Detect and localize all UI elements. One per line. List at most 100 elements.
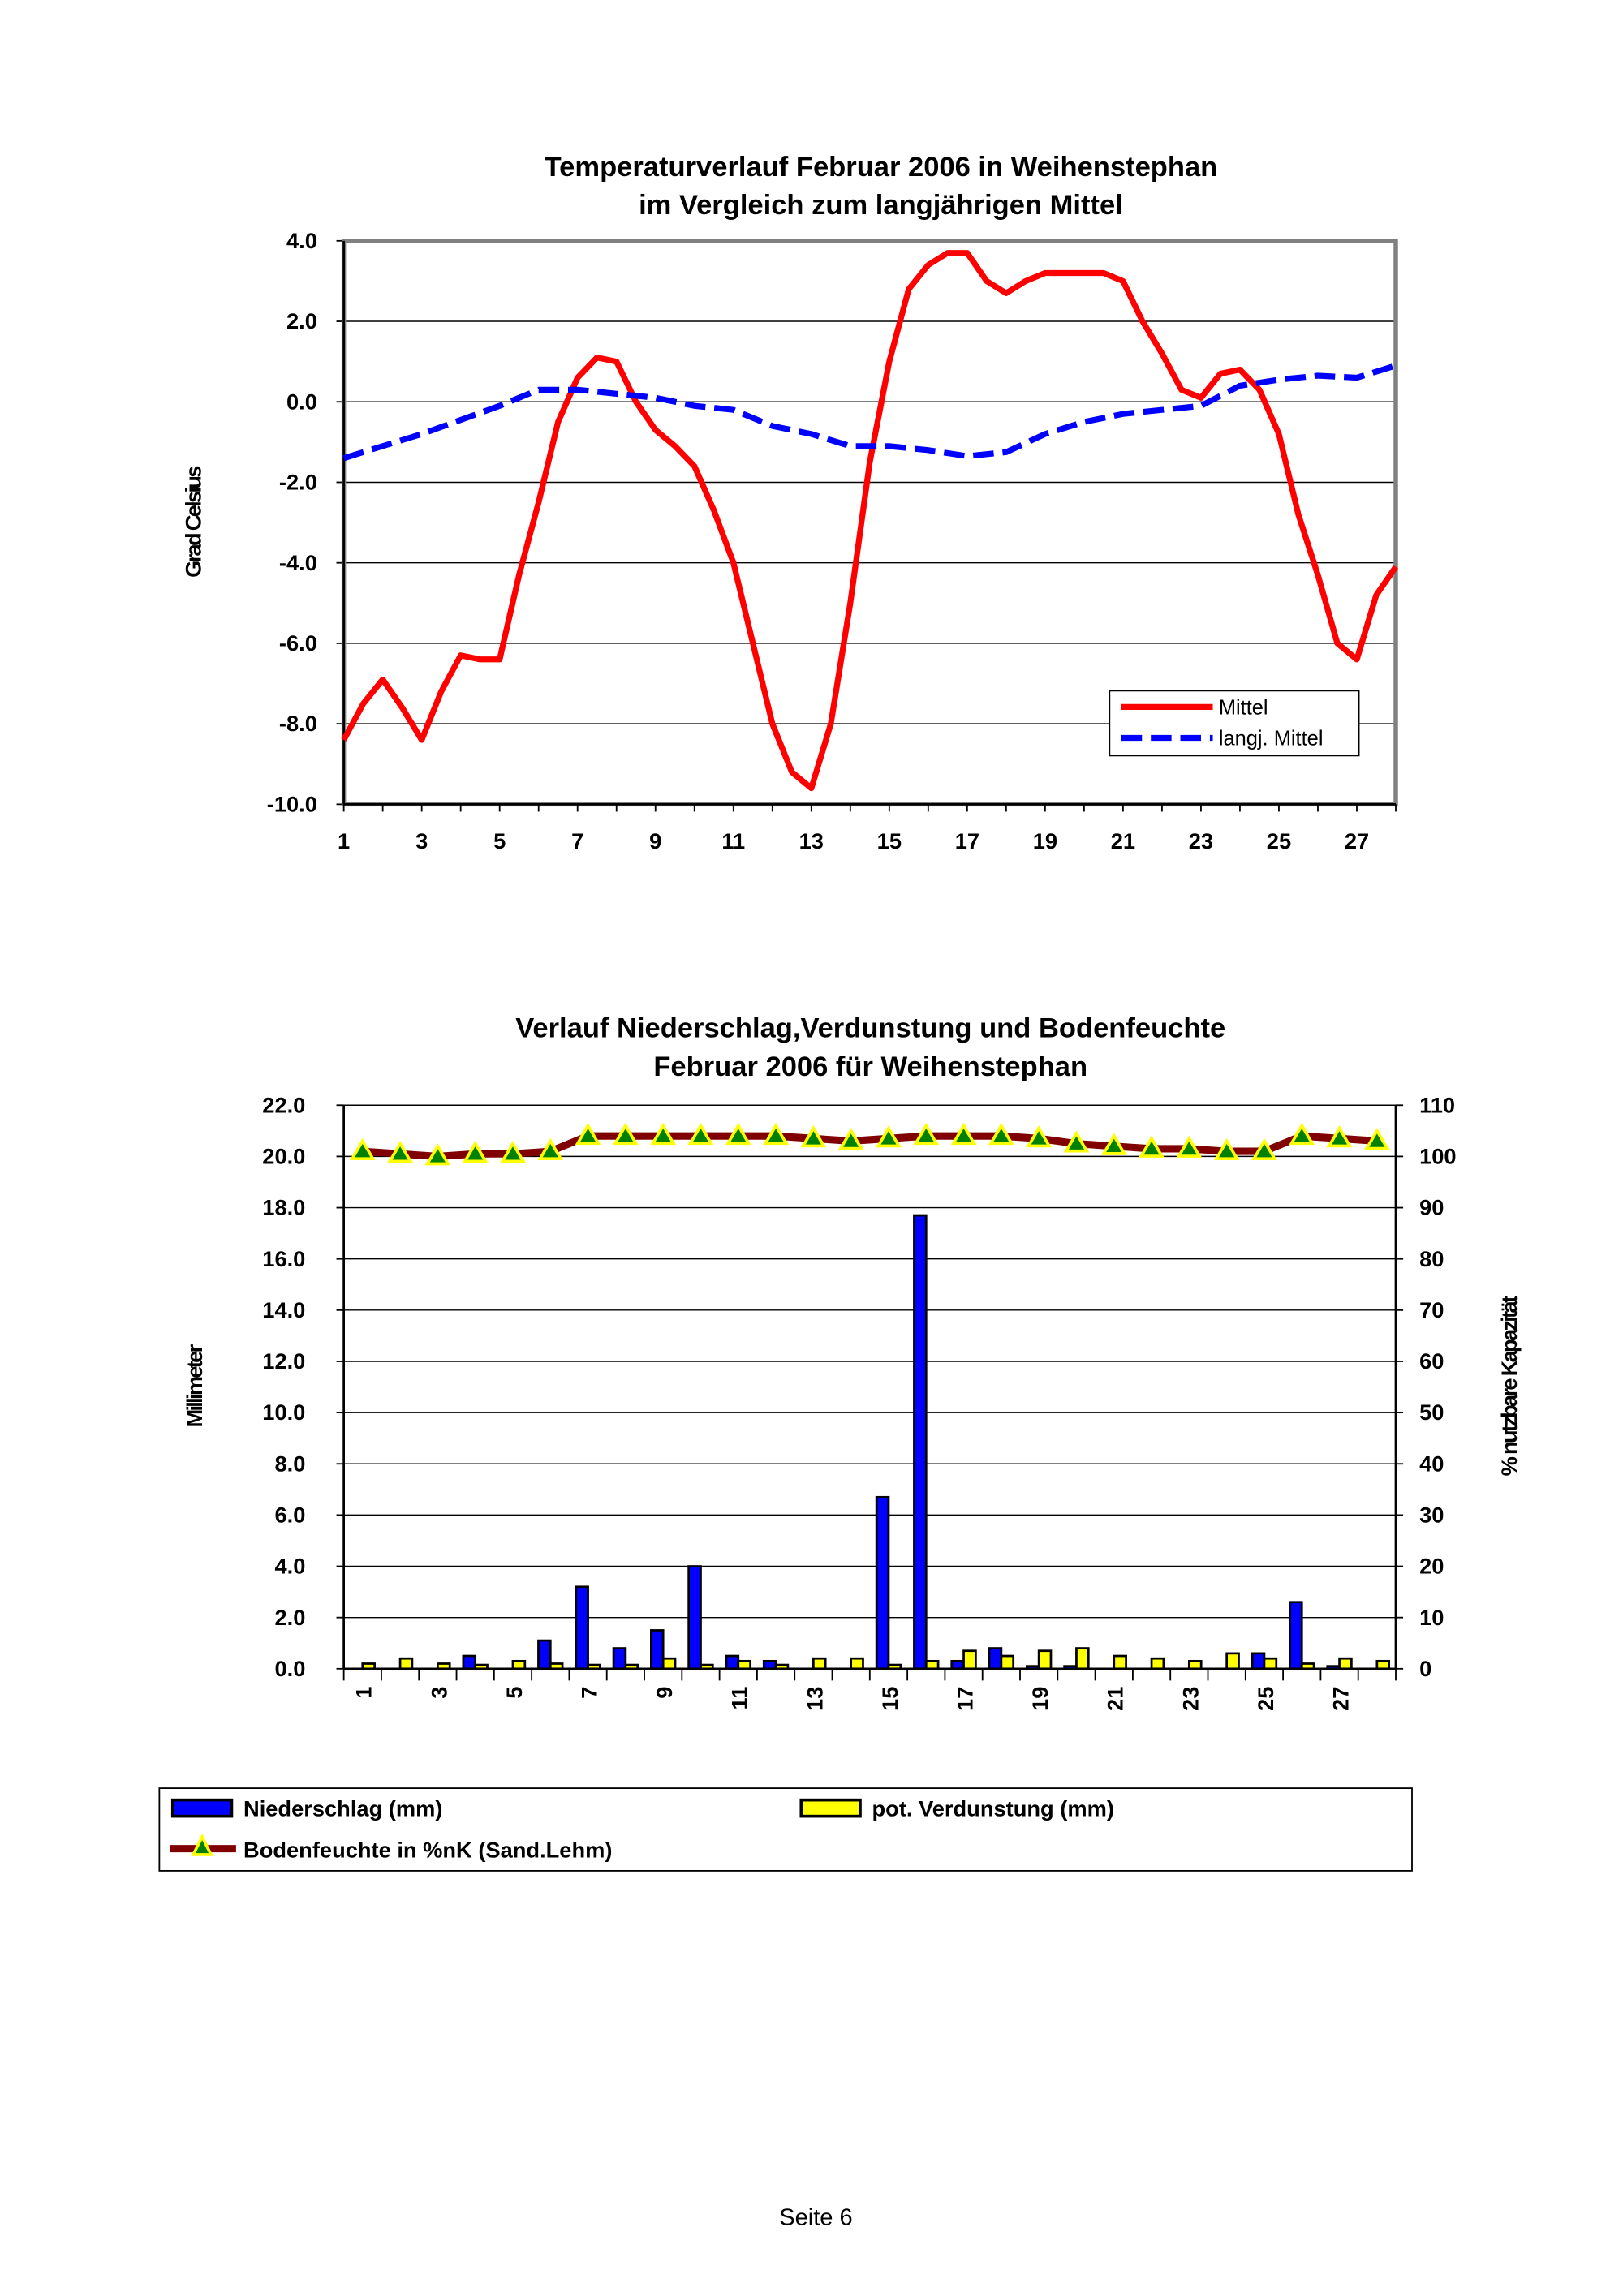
y2-tick-label: 0: [1419, 1656, 1431, 1681]
x-tick-label: 27: [1328, 1687, 1353, 1711]
bar-niederschlag: [612, 1647, 627, 1670]
y-tick-label: 8.0: [274, 1451, 305, 1476]
bar-verdunstung: [1150, 1657, 1165, 1670]
x-tick-label: 15: [877, 1687, 902, 1711]
x-tick-label: 3: [415, 828, 428, 853]
y-tick-label: -4.0: [279, 550, 317, 575]
x-tick-label: 23: [1177, 1687, 1203, 1711]
x-tick-label: 19: [1027, 1687, 1053, 1711]
x-tick-label: 17: [952, 1687, 977, 1711]
x-tick-label: 9: [649, 828, 661, 853]
x-tick-label: 25: [1267, 828, 1291, 853]
bar-verdunstung: [850, 1657, 864, 1670]
x-tick-label: 19: [1033, 828, 1057, 853]
bar-verdunstung: [1075, 1647, 1090, 1670]
y2-tick-label: 10: [1419, 1605, 1444, 1630]
legend-label: pot. Verdunstung (mm): [872, 1796, 1114, 1821]
series-line-bodenfeuchte: [362, 1132, 1378, 1160]
marker-bodenfeuchte: [763, 1122, 789, 1146]
marker-bodenfeuchte: [1289, 1122, 1315, 1146]
marker-bodenfeuchte: [1026, 1124, 1053, 1148]
bar-niederschlag: [575, 1585, 589, 1670]
legend-marker-bodenfeuchte: [191, 1834, 213, 1856]
x-tick-label: 1: [351, 1687, 377, 1699]
legend-box: [158, 1787, 1413, 1872]
bar-verdunstung: [1000, 1654, 1015, 1670]
marker-bodenfeuchte: [575, 1122, 601, 1146]
x-tick-label: 21: [1103, 1687, 1128, 1711]
x-tick-label: 11: [721, 828, 745, 853]
legend-swatch-verdunstung: [799, 1798, 862, 1818]
y-tick-label: 20.0: [262, 1144, 305, 1169]
bar-niederschlag: [988, 1647, 1003, 1670]
bar-verdunstung: [1113, 1654, 1127, 1670]
marker-bodenfeuchte: [837, 1128, 864, 1150]
chart1-subtitle: im Vergleich zum langjährigen Mittel: [639, 190, 1123, 221]
x-tick-label: 17: [955, 828, 979, 853]
y-tick-label: 6.0: [274, 1502, 305, 1527]
legend-box: [1109, 690, 1360, 757]
bar-verdunstung: [587, 1663, 601, 1670]
temperature-chart: Temperaturverlauf Februar 2006 in Weihen…: [180, 152, 1398, 853]
x-tick-label: 5: [502, 1687, 527, 1699]
y-tick-label: 10.0: [262, 1400, 305, 1425]
bar-verdunstung: [1300, 1662, 1315, 1670]
marker-bodenfeuchte: [800, 1124, 827, 1148]
x-tick-label: 7: [571, 828, 583, 853]
legend-label: Niederschlag (mm): [243, 1796, 442, 1821]
bar-verdunstung: [1225, 1652, 1240, 1670]
y-tick-label: 0.0: [286, 389, 317, 414]
y-tick-label: -8.0: [279, 711, 317, 736]
marker-bodenfeuchte: [1251, 1137, 1277, 1161]
bar-verdunstung: [1375, 1659, 1391, 1670]
bar-niederschlag: [875, 1495, 890, 1670]
x-tick-label: 11: [727, 1687, 752, 1710]
bar-niederschlag: [462, 1654, 477, 1670]
bar-verdunstung: [511, 1659, 527, 1670]
marker-bodenfeuchte: [1213, 1137, 1240, 1161]
legend-label: Mittel: [1219, 696, 1268, 719]
y2-tick-label: 40: [1419, 1451, 1444, 1476]
bar-niederschlag: [950, 1659, 965, 1670]
bar-verdunstung: [661, 1657, 677, 1670]
chart1-title: Temperaturverlauf Februar 2006 in Weihen…: [545, 152, 1218, 183]
bar-verdunstung: [474, 1663, 489, 1670]
y-tick-label: 14.0: [262, 1297, 305, 1322]
marker-bodenfeuchte: [950, 1122, 977, 1146]
y-tick-label: 4.0: [286, 228, 317, 253]
marker-bodenfeuchte: [1326, 1124, 1353, 1148]
x-tick-label: 27: [1345, 828, 1369, 853]
marker-bodenfeuchte: [988, 1122, 1014, 1146]
marker-bodenfeuchte: [424, 1143, 451, 1166]
bar-niederschlag: [1025, 1665, 1040, 1670]
bar-niederschlag: [537, 1639, 552, 1670]
marker-bodenfeuchte: [1139, 1135, 1165, 1158]
bar-verdunstung: [1187, 1659, 1203, 1670]
y2-tick-label: 80: [1419, 1246, 1444, 1271]
bar-verdunstung: [737, 1659, 751, 1670]
y2-tick-label: 60: [1419, 1348, 1444, 1374]
bar-verdunstung: [437, 1662, 451, 1670]
y-tick-label: 16.0: [262, 1246, 305, 1271]
y2-tick-label: 100: [1419, 1144, 1457, 1169]
x-tick-label: 5: [493, 828, 506, 853]
bar-niederschlag: [1326, 1665, 1341, 1670]
bar-verdunstung: [774, 1663, 790, 1670]
marker-bodenfeuchte: [612, 1122, 639, 1146]
bar-niederschlag: [649, 1629, 665, 1670]
y-tick-label: -2.0: [279, 470, 317, 495]
y2-tick-label: 70: [1419, 1297, 1444, 1322]
marker-bodenfeuchte: [500, 1140, 526, 1163]
y-tick-label: -10.0: [267, 791, 317, 816]
legend-label: langj. Mittel: [1219, 728, 1324, 750]
legend-swatch-niederschlag: [170, 1798, 234, 1818]
marker-bodenfeuchte: [650, 1122, 677, 1146]
bar-verdunstung: [700, 1663, 714, 1670]
bar-verdunstung: [962, 1649, 977, 1670]
series-line-langj-mittel: [342, 363, 1397, 462]
bar-niederschlag: [1251, 1652, 1266, 1670]
chart2-ylabel: Millimeter: [182, 1344, 207, 1427]
marker-bodenfeuchte: [387, 1140, 413, 1163]
x-tick-label: 15: [877, 828, 902, 853]
